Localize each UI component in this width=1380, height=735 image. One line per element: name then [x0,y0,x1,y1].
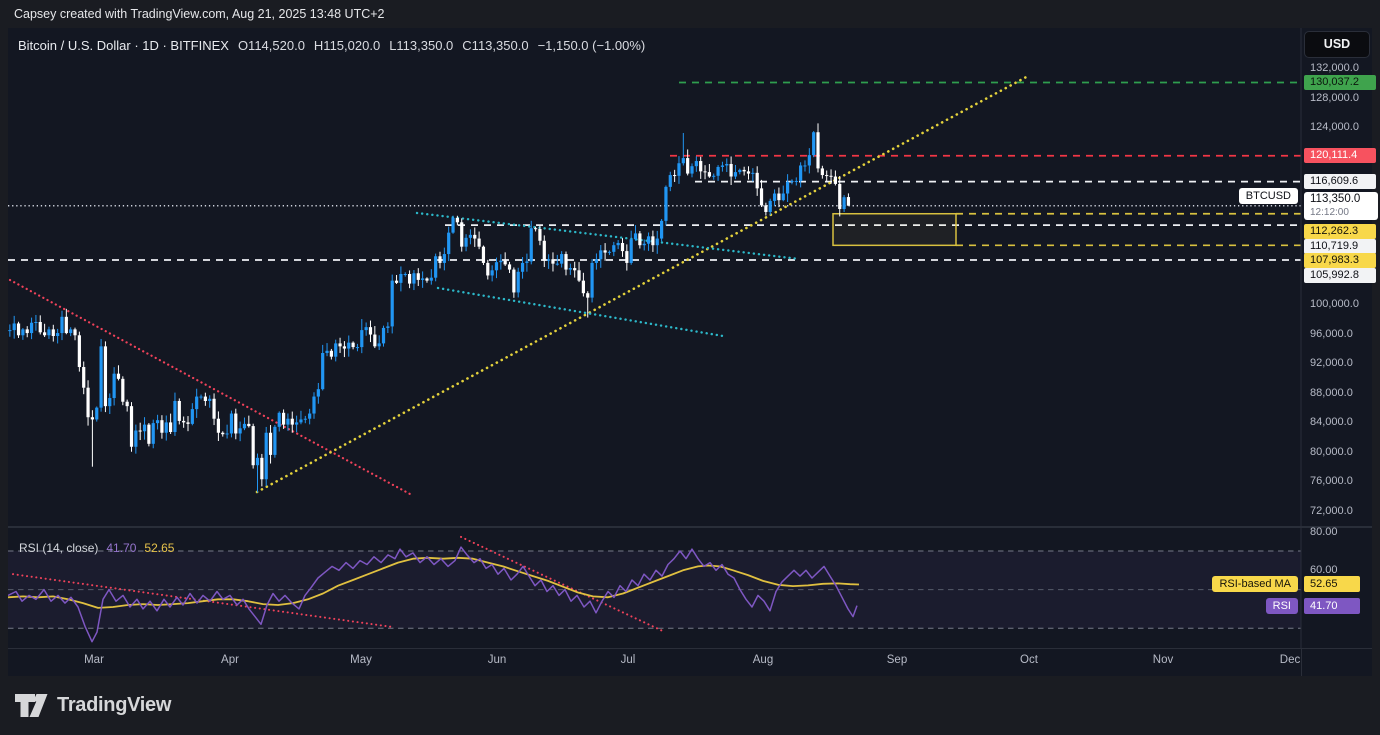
price-line-label: 112,262.3 [1304,223,1376,239]
price-line-label: 120,111.4 [1304,148,1376,164]
downtrend-feb-apr [8,278,412,496]
month-label-jun: Jun [487,654,507,666]
chart-widget: Bitcoin / U.S. Dollar · 1D · BITFINEX O1… [8,28,1378,676]
axis-separator [1301,649,1302,676]
rsi-ma-value: 52.65 [144,541,175,555]
uptrend-apr-oct [255,73,1032,494]
rsi-tick-label: 80.00 [1310,525,1338,538]
price-tick-label: 88,000.0 [1310,386,1353,399]
footer-bar: TradingView [0,676,1380,735]
month-label-apr: Apr [221,654,239,666]
rsi-badge: RSI [1265,597,1298,614]
price-tick-label: 80,000.0 [1310,445,1353,458]
rsi-line [8,546,858,643]
month-label-dec: Dec [1279,654,1301,666]
month-label-jul: Jul [620,654,636,666]
rsi-title[interactable]: RSI (14, close) [19,541,99,555]
ohlc-value-L: L113,350.0 [389,37,454,53]
chart-legend: Bitcoin / U.S. Dollar · 1D · BITFINEX O1… [18,35,645,55]
month-label-aug: Aug [752,654,774,666]
symbol-title[interactable]: Bitcoin / U.S. Dollar · 1D · BITFINEX [18,37,229,53]
tradingview-logo-text: TradingView [57,694,172,716]
trendline-drawings [8,73,1032,496]
price-line-label: 107,983.3 [1304,252,1376,268]
month-label-nov: Nov [1152,654,1174,666]
month-label-may: May [350,654,372,666]
ohlc-value-O: O114,520.0 [237,37,305,53]
month-label-mar: Mar [84,654,104,666]
price-chart-plot[interactable] [8,28,1372,648]
price-line-label: 105,992.8 [1304,267,1376,283]
price-tick-label: 132,000.0 [1310,61,1359,74]
symbol-price-line-badge: BTCUSD [1238,187,1298,204]
price-tick-label: 128,000.0 [1310,91,1359,104]
price-line-label: 116,609.6 [1304,174,1376,190]
attribution-text: Capsey created with TradingView.com, Aug… [14,7,385,21]
tradingview-logo-icon [15,694,48,717]
price-tick-label: 100,000.0 [1310,298,1359,311]
time-axis[interactable]: Mar Apr May Jun Jul Aug Sep Oct Nov Dec [8,648,1372,676]
change-value: −1,150.0 (−1.00%) [537,37,646,53]
rsi-red-dotted-trendline [460,535,666,634]
ohlc-values: O114,520.0 H115,020.0 L113,350.0 C113,350.0 [238,38,529,53]
rsi-value: 41.70 [106,541,137,555]
ohlc-value-C: C113,350.0 [462,37,529,53]
rsi-series [8,535,860,643]
bar-countdown: 12:12:00 [1310,206,1349,218]
price-tick-label: 92,000.0 [1310,357,1353,370]
last-price-value: 113,350.0 [1310,192,1361,205]
last-price-label: 113,350.0 12:12:00 [1304,191,1378,220]
rsi-axis-value: 41.70 [1304,597,1360,614]
month-label-sep: Sep [886,654,908,666]
price-tick-label: 76,000.0 [1310,475,1353,488]
price-tick-label: 84,000.0 [1310,416,1353,429]
price-tick-label: 96,000.0 [1310,327,1353,340]
tradingview-logo[interactable]: TradingView [14,692,171,719]
price-line-label: 130,037.2 [1304,74,1376,90]
descending-lower [436,286,725,338]
yellow-rectangle-drawing [832,212,957,247]
month-label-oct: Oct [1020,654,1038,666]
rsi-ma-badge: RSI-based MA [1212,576,1298,593]
attribution-bar: Capsey created with TradingView.com, Aug… [0,0,1380,28]
price-tick-label: 124,000.0 [1310,121,1359,134]
candlestick-series [8,123,851,493]
price-line-label: 110,719.9 [1304,238,1376,254]
rsi-ma-axis-value: 52.65 [1304,576,1360,593]
currency-toggle-button[interactable]: USD [1304,31,1370,58]
rsi-legend: RSI (14, close) 41.70 52.65 [19,541,174,555]
horizontal-level-lines [8,81,1301,261]
price-tick-label: 72,000.0 [1310,505,1353,517]
ohlc-value-H: H115,020.0 [313,37,381,53]
rsi-band [8,550,1301,629]
rsi-tick-label: 60.00 [1310,564,1338,577]
pane-separators [8,28,1372,648]
